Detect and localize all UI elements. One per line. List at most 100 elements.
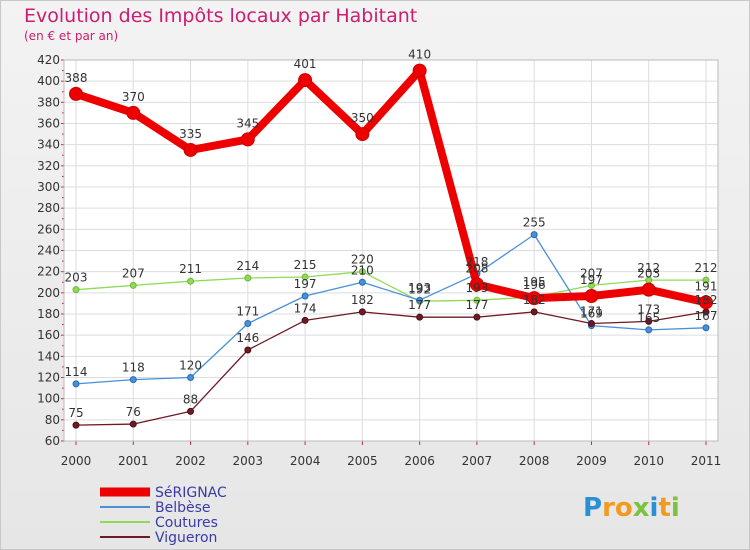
- y-tick-label: 120: [37, 371, 60, 385]
- x-tick-label: 2010: [633, 454, 664, 468]
- data-point-srignac: [240, 132, 255, 147]
- data-label-srignac: 191: [695, 279, 718, 293]
- y-tick-label: 180: [37, 307, 60, 321]
- data-label-coutures: 220: [351, 253, 374, 267]
- brand-letter: t: [658, 493, 670, 523]
- x-tick-label: 2008: [519, 454, 550, 468]
- proxiti-logo: Proxiti: [583, 493, 680, 523]
- brand-logo-text: Proxiti: [583, 493, 680, 523]
- data-point-belbse: [358, 278, 366, 286]
- data-label-srignac: 197: [580, 273, 603, 287]
- data-point-coutures: [473, 296, 481, 304]
- data-point-belbse: [187, 374, 195, 381]
- data-point-vigueron: [358, 308, 366, 316]
- data-label-belbse: 169: [580, 307, 603, 321]
- x-tick-label: 2006: [404, 454, 435, 468]
- data-label-srignac: 345: [236, 116, 259, 130]
- data-point-srignac: [69, 86, 83, 101]
- data-point-belbse: [416, 296, 424, 304]
- data-point-srignac: [584, 289, 599, 304]
- data-point-coutures: [72, 286, 80, 294]
- data-label-vigueron: 88: [183, 392, 198, 406]
- data-label-vigueron: 177: [408, 298, 431, 312]
- x-tick-label: 2000: [61, 454, 92, 468]
- data-label-vigueron: 182: [695, 293, 718, 307]
- y-tick-label: 300: [37, 180, 60, 194]
- data-label-coutures: 212: [695, 261, 718, 275]
- x-tick-label: 2003: [233, 454, 264, 468]
- y-tick-label: 380: [37, 95, 60, 109]
- data-label-srignac: 208: [465, 261, 488, 275]
- data-point-srignac: [641, 282, 656, 297]
- x-tick-label: 2004: [290, 454, 321, 468]
- data-label-belbse: 165: [637, 311, 660, 325]
- data-point-srignac: [298, 73, 313, 88]
- data-label-coutures: 203: [65, 271, 88, 285]
- data-point-coutures: [129, 281, 137, 289]
- brand-letter: x: [633, 493, 650, 523]
- data-label-belbse: 118: [122, 361, 145, 375]
- axes: 60 80 100 120 140 160 180 200 220 240 260 280 300 320…: [37, 53, 721, 468]
- data-point-belbse: [301, 292, 309, 300]
- data-label-coutures: 207: [122, 266, 145, 280]
- y-tick-label: 280: [37, 201, 60, 215]
- data-point-belbse: [129, 376, 137, 384]
- brand-letter: r: [602, 493, 615, 523]
- data-label-srignac: 203: [637, 267, 660, 281]
- y-tick-label: 260: [37, 222, 60, 236]
- data-point-belbse: [530, 231, 538, 239]
- y-tick-label: 360: [37, 117, 60, 131]
- brand-letter: i: [650, 493, 659, 523]
- data-labels: 388 370 335 345 401 350 410 208 195 197 203 191 114 1…: [65, 48, 718, 421]
- data-label-vigueron: 177: [465, 298, 488, 312]
- data-point-belbse: [244, 320, 252, 328]
- data-label-srignac: 388: [65, 71, 88, 85]
- data-point-vigueron: [301, 316, 309, 324]
- chart-subtitle: (en € et par an): [24, 29, 118, 43]
- y-tick-label: 400: [37, 74, 60, 88]
- data-label-coutures: 196: [523, 278, 546, 292]
- data-point-coutures: [187, 277, 195, 285]
- brand-letter: P: [583, 493, 602, 523]
- y-tick-label: 320: [37, 159, 60, 173]
- data-point-belbse: [702, 324, 710, 332]
- data-point-coutures: [587, 281, 595, 289]
- data-label-coutures: 192: [408, 282, 431, 296]
- brand-letter: i: [671, 493, 680, 523]
- series-line-vigueron: [75, 311, 707, 426]
- data-point-srignac: [527, 291, 542, 306]
- data-label-vigueron: 173: [637, 302, 660, 316]
- data-label-coutures: 214: [236, 259, 259, 273]
- legend-label-belbse: Belbèse: [155, 500, 211, 516]
- legend-label-coutures: Coutures: [155, 515, 218, 531]
- data-label-coutures: 193: [465, 281, 488, 295]
- data-point-vigueron: [587, 320, 595, 328]
- data-point-vigueron: [129, 420, 137, 428]
- data-label-coutures: 215: [294, 258, 317, 272]
- data-label-vigueron: 146: [236, 331, 259, 345]
- data-label-belbse: 114: [65, 365, 88, 379]
- data-point-belbse: [645, 326, 653, 334]
- x-tick-label: 2005: [347, 454, 378, 468]
- y-tick-label: 100: [37, 392, 60, 406]
- data-label-belbse: 167: [695, 309, 718, 323]
- data-label-srignac: 350: [351, 111, 374, 125]
- data-label-belbse: 193: [408, 281, 431, 295]
- data-point-coutures: [358, 268, 366, 276]
- data-point-belbse: [72, 380, 80, 388]
- y-tick-label: 420: [37, 53, 60, 67]
- legend-label-srignac: SéRIGNAC: [155, 485, 227, 501]
- x-tick-label: 2007: [462, 454, 493, 468]
- data-point-vigueron: [416, 313, 424, 321]
- x-tick-label: 2009: [576, 454, 607, 468]
- data-label-coutures: 211: [179, 262, 202, 276]
- data-label-vigueron: 76: [126, 405, 141, 419]
- data-point-coutures: [702, 276, 710, 284]
- data-label-belbse: 210: [351, 263, 374, 277]
- data-label-belbse: 197: [294, 277, 317, 291]
- y-tick-label: 220: [37, 265, 60, 279]
- y-tick-label: 140: [37, 349, 60, 363]
- data-point-coutures: [244, 274, 252, 282]
- brand-letter: o: [615, 493, 633, 523]
